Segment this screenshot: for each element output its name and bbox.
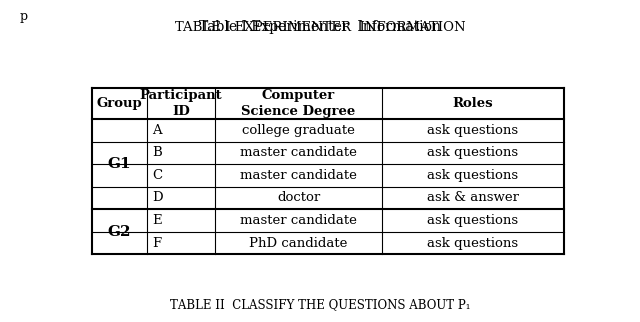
Text: Table I Experimenter  Information: Table I Experimenter Information xyxy=(199,20,441,34)
Text: G1: G1 xyxy=(108,157,131,171)
Text: ask questions: ask questions xyxy=(428,124,518,137)
Text: doctor: doctor xyxy=(277,192,320,204)
Text: Roles: Roles xyxy=(452,97,493,110)
Text: F: F xyxy=(152,237,162,250)
Text: Participant
ID: Participant ID xyxy=(140,89,222,118)
Text: Group: Group xyxy=(97,97,142,110)
Text: PhD candidate: PhD candidate xyxy=(250,237,348,250)
Text: ask questions: ask questions xyxy=(428,214,518,227)
Text: G2: G2 xyxy=(108,225,131,239)
Text: C: C xyxy=(152,169,163,182)
Text: p: p xyxy=(19,10,28,23)
Text: ask questions: ask questions xyxy=(428,169,518,182)
Text: E: E xyxy=(152,214,162,227)
Text: college graduate: college graduate xyxy=(242,124,355,137)
Text: T​ABLE II  C​LASSIFY THE QUESTIONS ABOUT P₁: T​ABLE II C​LASSIFY THE QUESTIONS ABOUT … xyxy=(170,298,470,311)
Text: ask questions: ask questions xyxy=(428,146,518,159)
Text: B: B xyxy=(152,146,163,159)
Text: master candidate: master candidate xyxy=(240,146,357,159)
Text: Computer
Science Degree: Computer Science Degree xyxy=(241,89,356,118)
Text: master candidate: master candidate xyxy=(240,169,357,182)
Text: D: D xyxy=(152,192,163,204)
Text: ask questions: ask questions xyxy=(428,237,518,250)
Text: ask & answer: ask & answer xyxy=(427,192,519,204)
Text: TABLE I E​XPERIMENTER  I​NFORMATION: TABLE I E​XPERIMENTER I​NFORMATION xyxy=(175,21,465,34)
Text: A: A xyxy=(152,124,162,137)
Text: master candidate: master candidate xyxy=(240,214,357,227)
